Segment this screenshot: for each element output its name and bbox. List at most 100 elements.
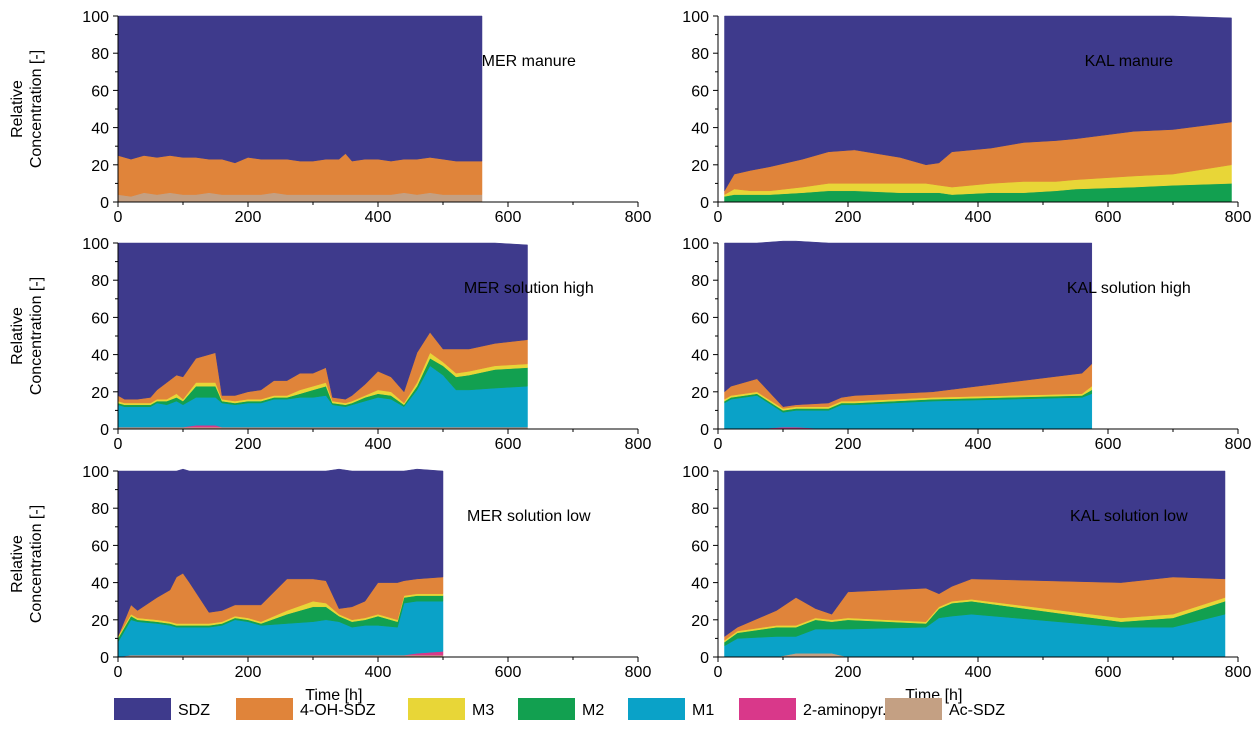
x-tick-label: 200: [835, 209, 862, 226]
x-tick-label: 0: [114, 209, 123, 226]
y-tick-label: 40: [91, 348, 109, 365]
panel-annotation: KAL manure: [1085, 53, 1173, 70]
x-tick-label: 600: [1095, 209, 1122, 226]
x-tick-label: 600: [495, 436, 522, 453]
y-tick-label: 20: [91, 385, 109, 402]
y-tick-label: 20: [691, 158, 709, 175]
y-tick-label: 0: [700, 650, 709, 667]
legend-label-m2: M2: [582, 702, 604, 719]
y-tick-label: 60: [691, 83, 709, 100]
x-tick-label: 200: [835, 664, 862, 681]
x-tick-label: 400: [365, 664, 392, 681]
x-tick-label: 200: [235, 209, 262, 226]
area-sdz-panel-6: [724, 470, 1226, 637]
y-tick-label: 0: [100, 650, 109, 667]
y-axis-label: Relative: [9, 80, 26, 138]
x-tick-label: 400: [965, 209, 992, 226]
y-tick-label: 80: [691, 501, 709, 518]
x-tick-label: 200: [235, 436, 262, 453]
x-tick-label: 800: [1225, 209, 1252, 226]
x-axis-label: Time [h]: [305, 687, 362, 704]
y-tick-label: 100: [82, 236, 109, 253]
y-tick-label: 0: [100, 195, 109, 212]
x-tick-label: 600: [495, 209, 522, 226]
area-sdz-panel-2: [724, 15, 1232, 192]
x-tick-label: 600: [495, 664, 522, 681]
legend-label-4-oh-sdz: 4-OH-SDZ: [300, 702, 376, 719]
y-tick-label: 80: [691, 46, 709, 63]
x-tick-label: 400: [965, 664, 992, 681]
y-tick-label: 40: [91, 121, 109, 138]
x-tick-label: 0: [114, 436, 123, 453]
x-tick-label: 0: [714, 664, 723, 681]
legend-label-m1: M1: [692, 702, 714, 719]
y-axis-label: Relative: [9, 535, 26, 593]
y-tick-label: 40: [691, 348, 709, 365]
x-tick-label: 800: [1225, 664, 1252, 681]
panel-annotation: MER solution low: [467, 508, 591, 525]
x-tick-label: 800: [625, 664, 652, 681]
panel-annotation: KAL solution high: [1067, 280, 1191, 297]
panel-annotation: KAL solution low: [1070, 508, 1188, 525]
y-tick-label: 40: [691, 576, 709, 593]
y-tick-label: 60: [691, 538, 709, 555]
x-tick-label: 400: [965, 436, 992, 453]
x-tick-label: 600: [1095, 436, 1122, 453]
legend-swatch-2-aminopyr-: [739, 698, 796, 720]
x-tick-label: 200: [835, 436, 862, 453]
y-tick-label: 60: [91, 310, 109, 327]
y-tick-label: 20: [691, 613, 709, 630]
y-tick-label: 80: [91, 501, 109, 518]
x-tick-label: 200: [235, 664, 262, 681]
legend-label-sdz: SDZ: [178, 702, 210, 719]
y-tick-label: 100: [682, 9, 709, 26]
legend-swatch-m2: [518, 698, 575, 720]
y-axis-label: Concentration [-]: [28, 277, 45, 395]
legend-swatch-m3: [408, 698, 465, 720]
panel-annotation: MER manure: [482, 53, 576, 70]
y-tick-label: 100: [682, 236, 709, 253]
area-sdz-panel-5: [117, 468, 444, 637]
y-tick-label: 60: [691, 310, 709, 327]
y-axis-label: Concentration [-]: [28, 50, 45, 168]
y-tick-label: 80: [691, 273, 709, 290]
x-tick-label: 800: [625, 209, 652, 226]
x-tick-label: 600: [1095, 664, 1122, 681]
y-tick-label: 40: [91, 576, 109, 593]
legend-swatch-4-oh-sdz: [236, 698, 293, 720]
x-tick-label: 0: [714, 209, 723, 226]
y-axis-label: Relative: [9, 307, 26, 365]
y-tick-label: 20: [91, 158, 109, 175]
y-tick-label: 100: [682, 464, 709, 481]
panel-annotation: MER solution high: [464, 280, 594, 297]
legend-swatch-sdz: [114, 698, 171, 720]
x-tick-label: 400: [365, 209, 392, 226]
area-sdz-panel-3: [117, 242, 528, 400]
x-tick-label: 800: [625, 436, 652, 453]
legend-swatch-ac-sdz: [885, 698, 942, 720]
y-tick-label: 100: [82, 464, 109, 481]
y-tick-label: 80: [91, 273, 109, 290]
legend-label-ac-sdz: Ac-SDZ: [949, 702, 1005, 719]
x-tick-label: 800: [1225, 436, 1252, 453]
legend-swatch-m1: [628, 698, 685, 720]
x-tick-label: 0: [714, 436, 723, 453]
y-tick-label: 40: [691, 121, 709, 138]
y-tick-label: 60: [91, 83, 109, 100]
y-tick-label: 100: [82, 9, 109, 26]
area-sdz-panel-4: [724, 240, 1093, 407]
y-tick-label: 20: [91, 613, 109, 630]
area-sdz-panel-1: [117, 15, 483, 164]
y-axis-label: Concentration [-]: [28, 505, 45, 623]
legend-label-2-aminopyr-: 2-aminopyr.: [803, 702, 887, 719]
y-tick-label: 0: [700, 195, 709, 212]
legend-label-m3: M3: [472, 702, 494, 719]
y-tick-label: 0: [700, 422, 709, 439]
x-tick-label: 400: [365, 436, 392, 453]
y-tick-label: 20: [691, 385, 709, 402]
y-tick-label: 0: [100, 422, 109, 439]
x-tick-label: 0: [114, 664, 123, 681]
y-tick-label: 60: [91, 538, 109, 555]
y-tick-label: 80: [91, 46, 109, 63]
